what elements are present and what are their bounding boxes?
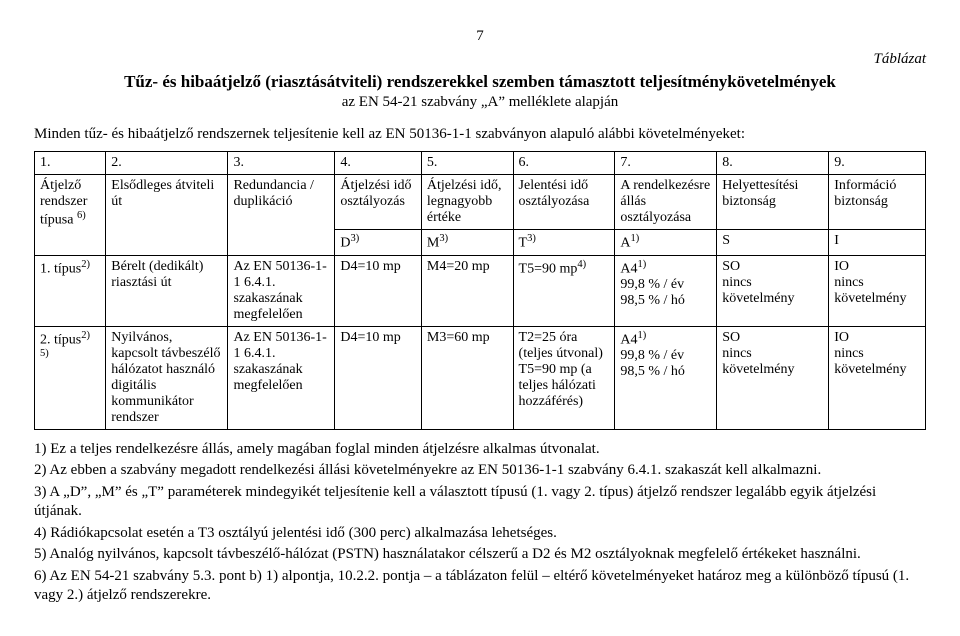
text: 98,5 % / hó (620, 293, 685, 308)
table-row: 2. típus2) 5) Nyilvános, kapcsolt távbes… (35, 326, 926, 429)
header-cell: Helyettesítési biztonság (717, 175, 829, 230)
cell: SO nincs követelmény (717, 255, 829, 326)
header-cell: Információ biztonság (829, 175, 926, 230)
cell: Nyilvános, kapcsolt távbeszélő hálózatot… (106, 326, 228, 429)
cell: Az EN 50136-1-1 6.4.1. szakaszának megfe… (228, 255, 335, 326)
text: 99,8 % / év (620, 277, 684, 292)
cell: M4=20 mp (421, 255, 513, 326)
header-cell: A1) (615, 230, 717, 256)
colnum: 2. (106, 152, 228, 175)
text: A4 (620, 261, 637, 276)
note: 2) Az ebben a szabvány megadott rendelke… (34, 461, 926, 480)
header-cell: Jelentési idő osztályozása (513, 175, 615, 230)
text: IO (834, 330, 849, 345)
cell: A41) 99,8 % / év 98,5 % / hó (615, 255, 717, 326)
text: 2. típus (40, 332, 81, 347)
note: 1) Ez a teljes rendelkezésre állás, amel… (34, 440, 926, 459)
table-row: 1. 2. 3. 4. 5. 6. 7. 8. 9. (35, 152, 926, 175)
cell: T2=25 óra (teljes útvonal) T5=90 mp (a t… (513, 326, 615, 429)
sup: 6) (77, 210, 86, 221)
colnum: 6. (513, 152, 615, 175)
note: 5) Analóg nyilvános, kapcsolt távbeszélő… (34, 545, 926, 564)
header-cell: Átjelzési idő osztályozás (335, 175, 422, 230)
text: nincs követelmény (834, 275, 906, 306)
colnum: 7. (615, 152, 717, 175)
page-number: 7 (34, 28, 926, 45)
sup: 4) (577, 259, 586, 270)
cell: IO nincs követelmény (829, 255, 926, 326)
header-cell: Átjelző rendszer típusa 6) (35, 175, 106, 256)
text: T (519, 236, 528, 251)
cell: 2. típus2) 5) (35, 326, 106, 429)
requirements-table: 1. 2. 3. 4. 5. 6. 7. 8. 9. Átjelző rends… (34, 151, 926, 430)
cell: Az EN 50136-1-1 6.4.1. szakaszának megfe… (228, 326, 335, 429)
header-cell: I (829, 230, 926, 256)
table-row: Átjelző rendszer típusa 6) Elsődleges át… (35, 175, 926, 230)
text: 98,5 % / hó (620, 364, 685, 379)
text: A (620, 236, 630, 251)
text: SO (722, 259, 740, 274)
colnum: 1. (35, 152, 106, 175)
page-title: Tűz- és hibaátjelző (riasztásátviteli) r… (34, 72, 926, 92)
sup: 3) (439, 233, 448, 244)
sup: 1) (638, 330, 647, 341)
sup: 1) (638, 259, 647, 270)
note: 3) A „D”, „M” és „T” paraméterek mindegy… (34, 483, 926, 521)
lead-paragraph: Minden tűz- és hibaátjelző rendszernek t… (34, 126, 926, 143)
text: T5=90 mp (519, 261, 578, 276)
text: 99,8 % / év (620, 348, 684, 363)
colnum: 3. (228, 152, 335, 175)
sup: 3) (350, 233, 359, 244)
table-caption: Táblázat (34, 51, 926, 68)
colnum: 4. (335, 152, 422, 175)
cell: Bérelt (dedikált) riasztási út (106, 255, 228, 326)
text: nincs követelmény (722, 346, 794, 377)
colnum: 5. (421, 152, 513, 175)
sup: 1) (631, 233, 640, 244)
cell: IO nincs követelmény (829, 326, 926, 429)
header-cell: M3) (421, 230, 513, 256)
cell: D4=10 mp (335, 326, 422, 429)
footnotes: 1) Ez a teljes rendelkezésre állás, amel… (34, 440, 926, 605)
header-cell: D3) (335, 230, 422, 256)
header-cell: T3) (513, 230, 615, 256)
header-cell: Átjelzési idő, legnagyobb értéke (421, 175, 513, 230)
cell: 1. típus2) (35, 255, 106, 326)
text: nincs követelmény (722, 275, 794, 306)
cell: T5=90 mp4) (513, 255, 615, 326)
cell: A41) 99,8 % / év 98,5 % / hó (615, 326, 717, 429)
cell: M3=60 mp (421, 326, 513, 429)
header-cell: A rendelkezésre állás osztályozása (615, 175, 717, 230)
cell: D4=10 mp (335, 255, 422, 326)
table-row: 1. típus2) Bérelt (dedikált) riasztási ú… (35, 255, 926, 326)
cell: SO nincs követelmény (717, 326, 829, 429)
header-cell: S (717, 230, 829, 256)
text: nincs követelmény (834, 346, 906, 377)
note: 6) Az EN 54-21 szabvány 5.3. pont b) 1) … (34, 567, 926, 605)
text: M (427, 236, 439, 251)
sup: 2) (81, 259, 90, 270)
header-cell: Redundancia / duplikáció (228, 175, 335, 256)
text: D (340, 236, 350, 251)
text: A4 (620, 332, 637, 347)
page-subtitle: az EN 54-21 szabvány „A” melléklete alap… (34, 94, 926, 111)
sup: 3) (527, 233, 536, 244)
text: SO (722, 330, 740, 345)
text: 1. típus (40, 261, 81, 276)
text: IO (834, 259, 849, 274)
colnum: 9. (829, 152, 926, 175)
colnum: 8. (717, 152, 829, 175)
header-cell: Elsődleges átviteli út (106, 175, 228, 256)
note: 4) Rádiókapcsolat esetén a T3 osztályú j… (34, 524, 926, 543)
